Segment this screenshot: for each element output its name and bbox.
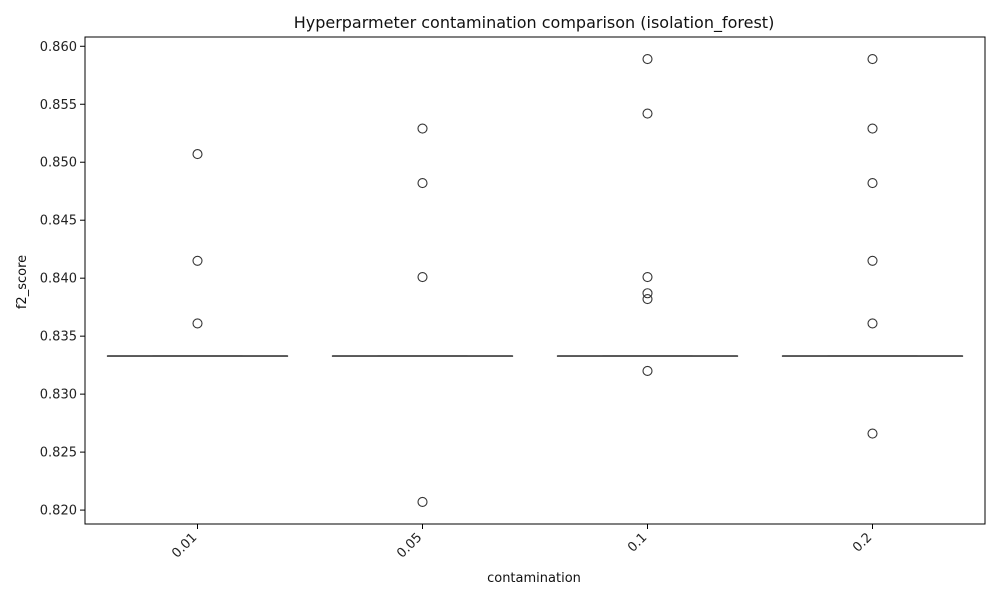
outlier-point <box>642 271 653 283</box>
outlier-point <box>417 123 428 134</box>
outlier-point <box>867 178 878 189</box>
box-0.1 <box>556 53 739 376</box>
y-axis-label: f2_score <box>15 255 30 309</box>
y-tick-label: 0.820 <box>40 504 77 519</box>
boxes <box>106 53 964 508</box>
box-0.01 <box>106 149 289 357</box>
outlier-point <box>192 255 203 266</box>
outlier-point <box>867 318 878 329</box>
outlier-point <box>642 365 653 376</box>
outlier-point <box>867 123 878 134</box>
plot-frame <box>84 36 986 525</box>
outlier-point <box>642 294 653 305</box>
box-0.2 <box>781 53 964 439</box>
chart-title: Hyperparmeter contamination comparison (… <box>294 13 775 33</box>
outlier-point <box>642 108 653 119</box>
outlier-point <box>417 496 428 508</box>
y-tick-label: 0.860 <box>40 40 77 55</box>
outlier-point <box>642 288 653 299</box>
outlier-point <box>192 318 203 329</box>
outlier-point <box>417 178 428 189</box>
y-tick-label: 0.850 <box>40 156 77 171</box>
y-tick-label: 0.825 <box>40 446 77 461</box>
outlier-point <box>867 53 878 65</box>
box-0.05 <box>331 123 514 508</box>
outlier-point <box>642 53 653 65</box>
x-tick-label: 0.05 <box>394 530 425 561</box>
outlier-point <box>867 255 878 266</box>
y-tick-label: 0.830 <box>40 388 77 403</box>
y-axis: 0.820 0.825 0.830 0.835 0.840 0.845 0.850 0.855… <box>40 40 85 519</box>
x-tick-label: 0.2 <box>850 530 875 555</box>
outlier-point <box>417 271 428 283</box>
outlier-point <box>192 149 203 160</box>
outlier-point <box>867 428 878 439</box>
y-tick-label: 0.855 <box>40 98 77 113</box>
y-tick-label: 0.835 <box>40 330 77 345</box>
x-axis: 0.01 0.05 0.1 0.2 <box>169 524 875 561</box>
y-tick-label: 0.840 <box>40 272 77 287</box>
y-tick-label: 0.845 <box>40 214 77 229</box>
x-axis-label: contamination <box>487 571 581 586</box>
x-tick-label: 0.1 <box>625 530 650 555</box>
x-tick-label: 0.01 <box>169 530 200 561</box>
